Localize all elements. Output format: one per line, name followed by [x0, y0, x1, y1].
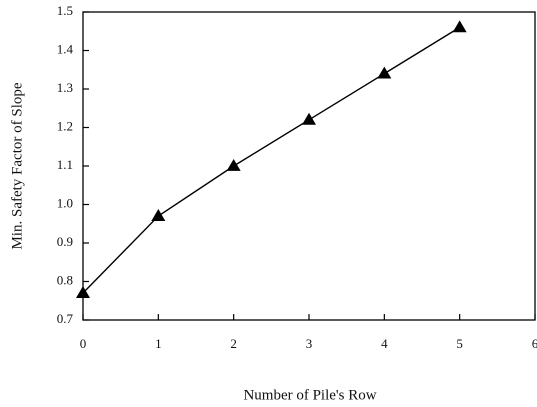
x-tick-label: 0 — [80, 336, 87, 351]
y-tick-label: 1.3 — [57, 80, 73, 95]
y-tick-label: 0.9 — [57, 234, 73, 249]
data-point — [151, 209, 166, 221]
series-line — [82, 26, 461, 294]
y-tick-label: 1.1 — [57, 157, 73, 172]
y-tick-label: 0.7 — [57, 311, 74, 326]
y-tick-label: 1.2 — [57, 118, 73, 133]
x-tick-label: 6 — [532, 336, 537, 351]
x-tick-label: 2 — [230, 336, 237, 351]
y-tick-label: 0.8 — [57, 272, 73, 287]
y-axis-label: Min. Safety Factor of Slope — [9, 82, 25, 249]
x-tick-label: 1 — [155, 336, 162, 351]
y-tick-label: 1.5 — [57, 3, 73, 18]
data-point — [302, 112, 316, 125]
data-point — [452, 20, 467, 33]
x-tick-label: 5 — [456, 336, 463, 351]
y-tick-label: 1.4 — [57, 41, 74, 56]
x-tick-label: 4 — [381, 336, 388, 351]
x-axis-label: Number of Pile's Row — [243, 387, 376, 403]
data-point — [377, 66, 392, 79]
y-tick-label: 1.0 — [57, 195, 73, 210]
x-tick-label: 3 — [306, 336, 313, 351]
data-point — [226, 159, 241, 171]
data-point — [76, 286, 90, 298]
plot-frame — [82, 11, 536, 321]
